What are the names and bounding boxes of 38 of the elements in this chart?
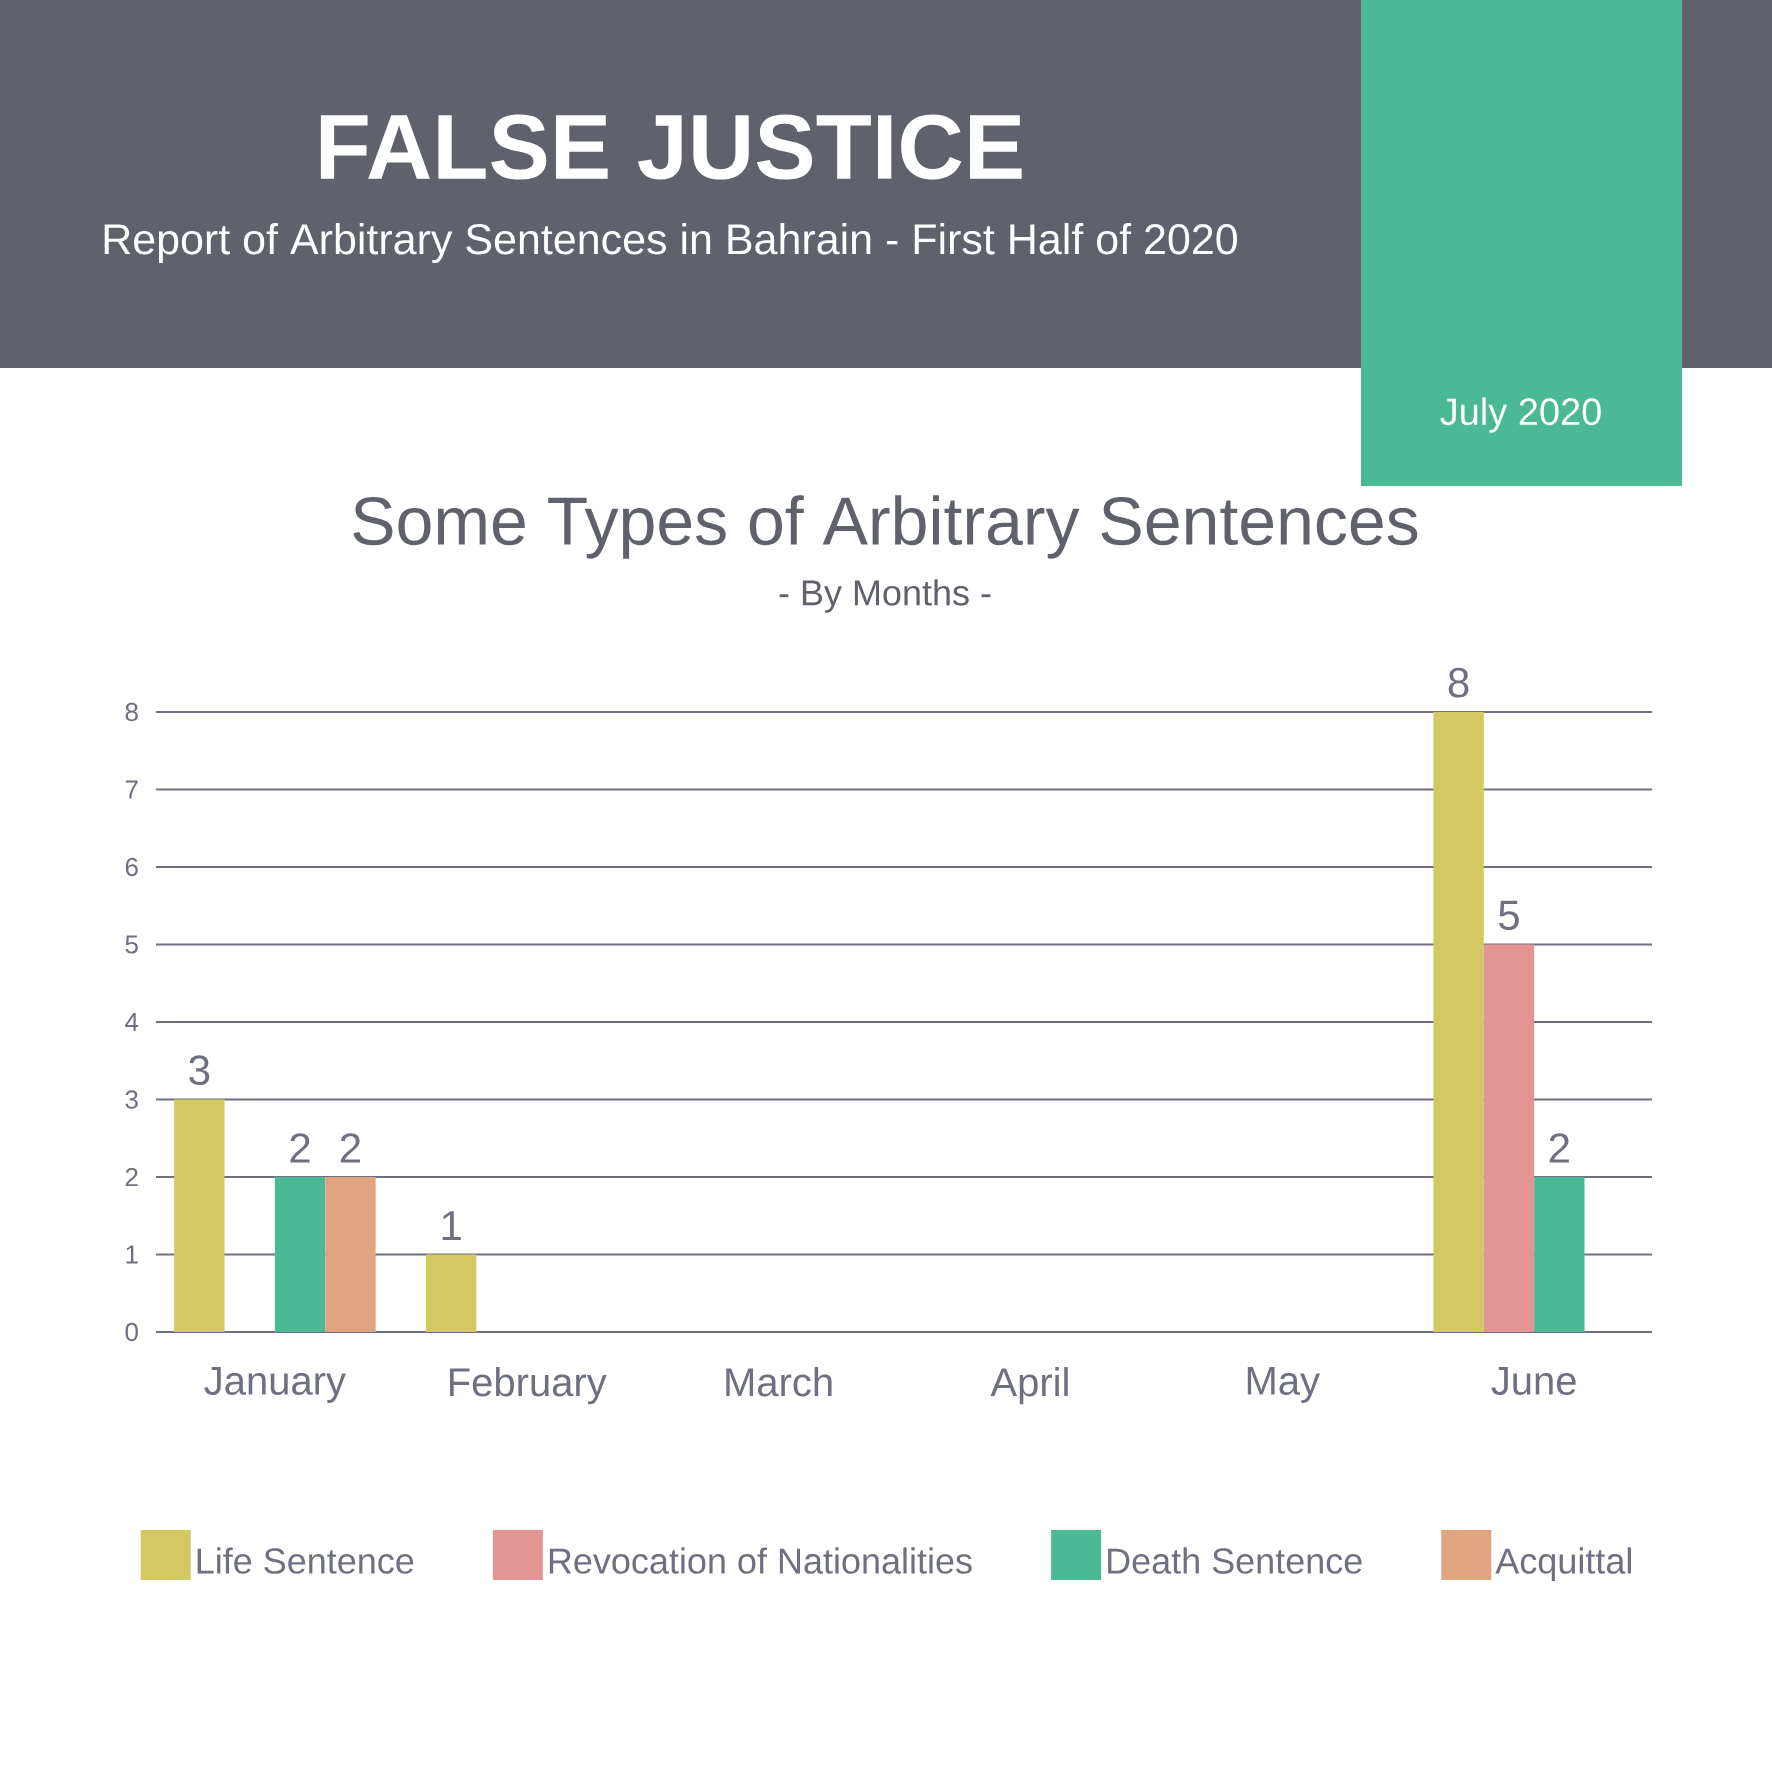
bar xyxy=(325,1177,376,1332)
legend-label: Acquittal xyxy=(1495,1547,1631,1581)
bar xyxy=(174,1099,225,1332)
data-label: 2 xyxy=(340,1133,360,1163)
bar xyxy=(425,1254,477,1332)
chart-subtitle: - By Months - xyxy=(779,579,991,613)
y-tick-label: 7 xyxy=(125,780,138,799)
y-tick-label: 8 xyxy=(125,702,138,722)
data-label: 3 xyxy=(189,1055,210,1086)
x-tick-label: June xyxy=(1491,1367,1576,1395)
legend-label: Life Sentence xyxy=(197,1547,414,1574)
legend-label: Death Sentence xyxy=(1108,1547,1362,1574)
x-tick-label: January xyxy=(204,1367,346,1403)
y-tick-label: 4 xyxy=(125,1013,139,1031)
data-label: 2 xyxy=(290,1133,310,1163)
data-label: 8 xyxy=(1448,667,1469,698)
legend-label: Revocation of Nationalities xyxy=(549,1547,972,1574)
x-tick-label: April xyxy=(990,1367,1068,1405)
bar xyxy=(1433,712,1484,1332)
data-label: 5 xyxy=(1498,900,1519,931)
bar xyxy=(1534,1177,1585,1332)
x-tick-label: May xyxy=(1247,1367,1320,1403)
y-tick-label: 0 xyxy=(125,1322,138,1342)
data-label: 2 xyxy=(1549,1133,1569,1163)
y-tick-label: 2 xyxy=(125,1167,138,1187)
bar xyxy=(1483,944,1535,1332)
text: Report of Arbitrary Sentences in Bahrain - First Half of 2020 xyxy=(104,222,1237,264)
data-label: 1 xyxy=(442,1211,461,1241)
text: July 2020 xyxy=(1440,397,1601,433)
text: FALSE JUSTICE xyxy=(320,114,1022,180)
y-tick-label: 6 xyxy=(125,857,138,877)
x-tick-label: March xyxy=(726,1367,832,1397)
chart-title: Some Types of Arbitrary Sentences xyxy=(353,495,1418,559)
bar xyxy=(274,1177,326,1332)
y-tick-label: 1 xyxy=(126,1245,138,1264)
x-tick-label: February xyxy=(450,1367,607,1405)
y-tick-label: 5 xyxy=(125,935,138,954)
y-tick-label: 3 xyxy=(125,1090,138,1109)
